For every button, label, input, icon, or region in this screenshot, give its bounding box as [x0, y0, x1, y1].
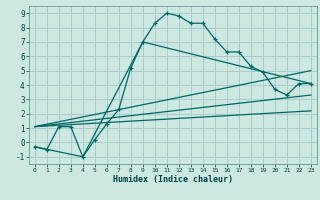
- X-axis label: Humidex (Indice chaleur): Humidex (Indice chaleur): [113, 175, 233, 184]
